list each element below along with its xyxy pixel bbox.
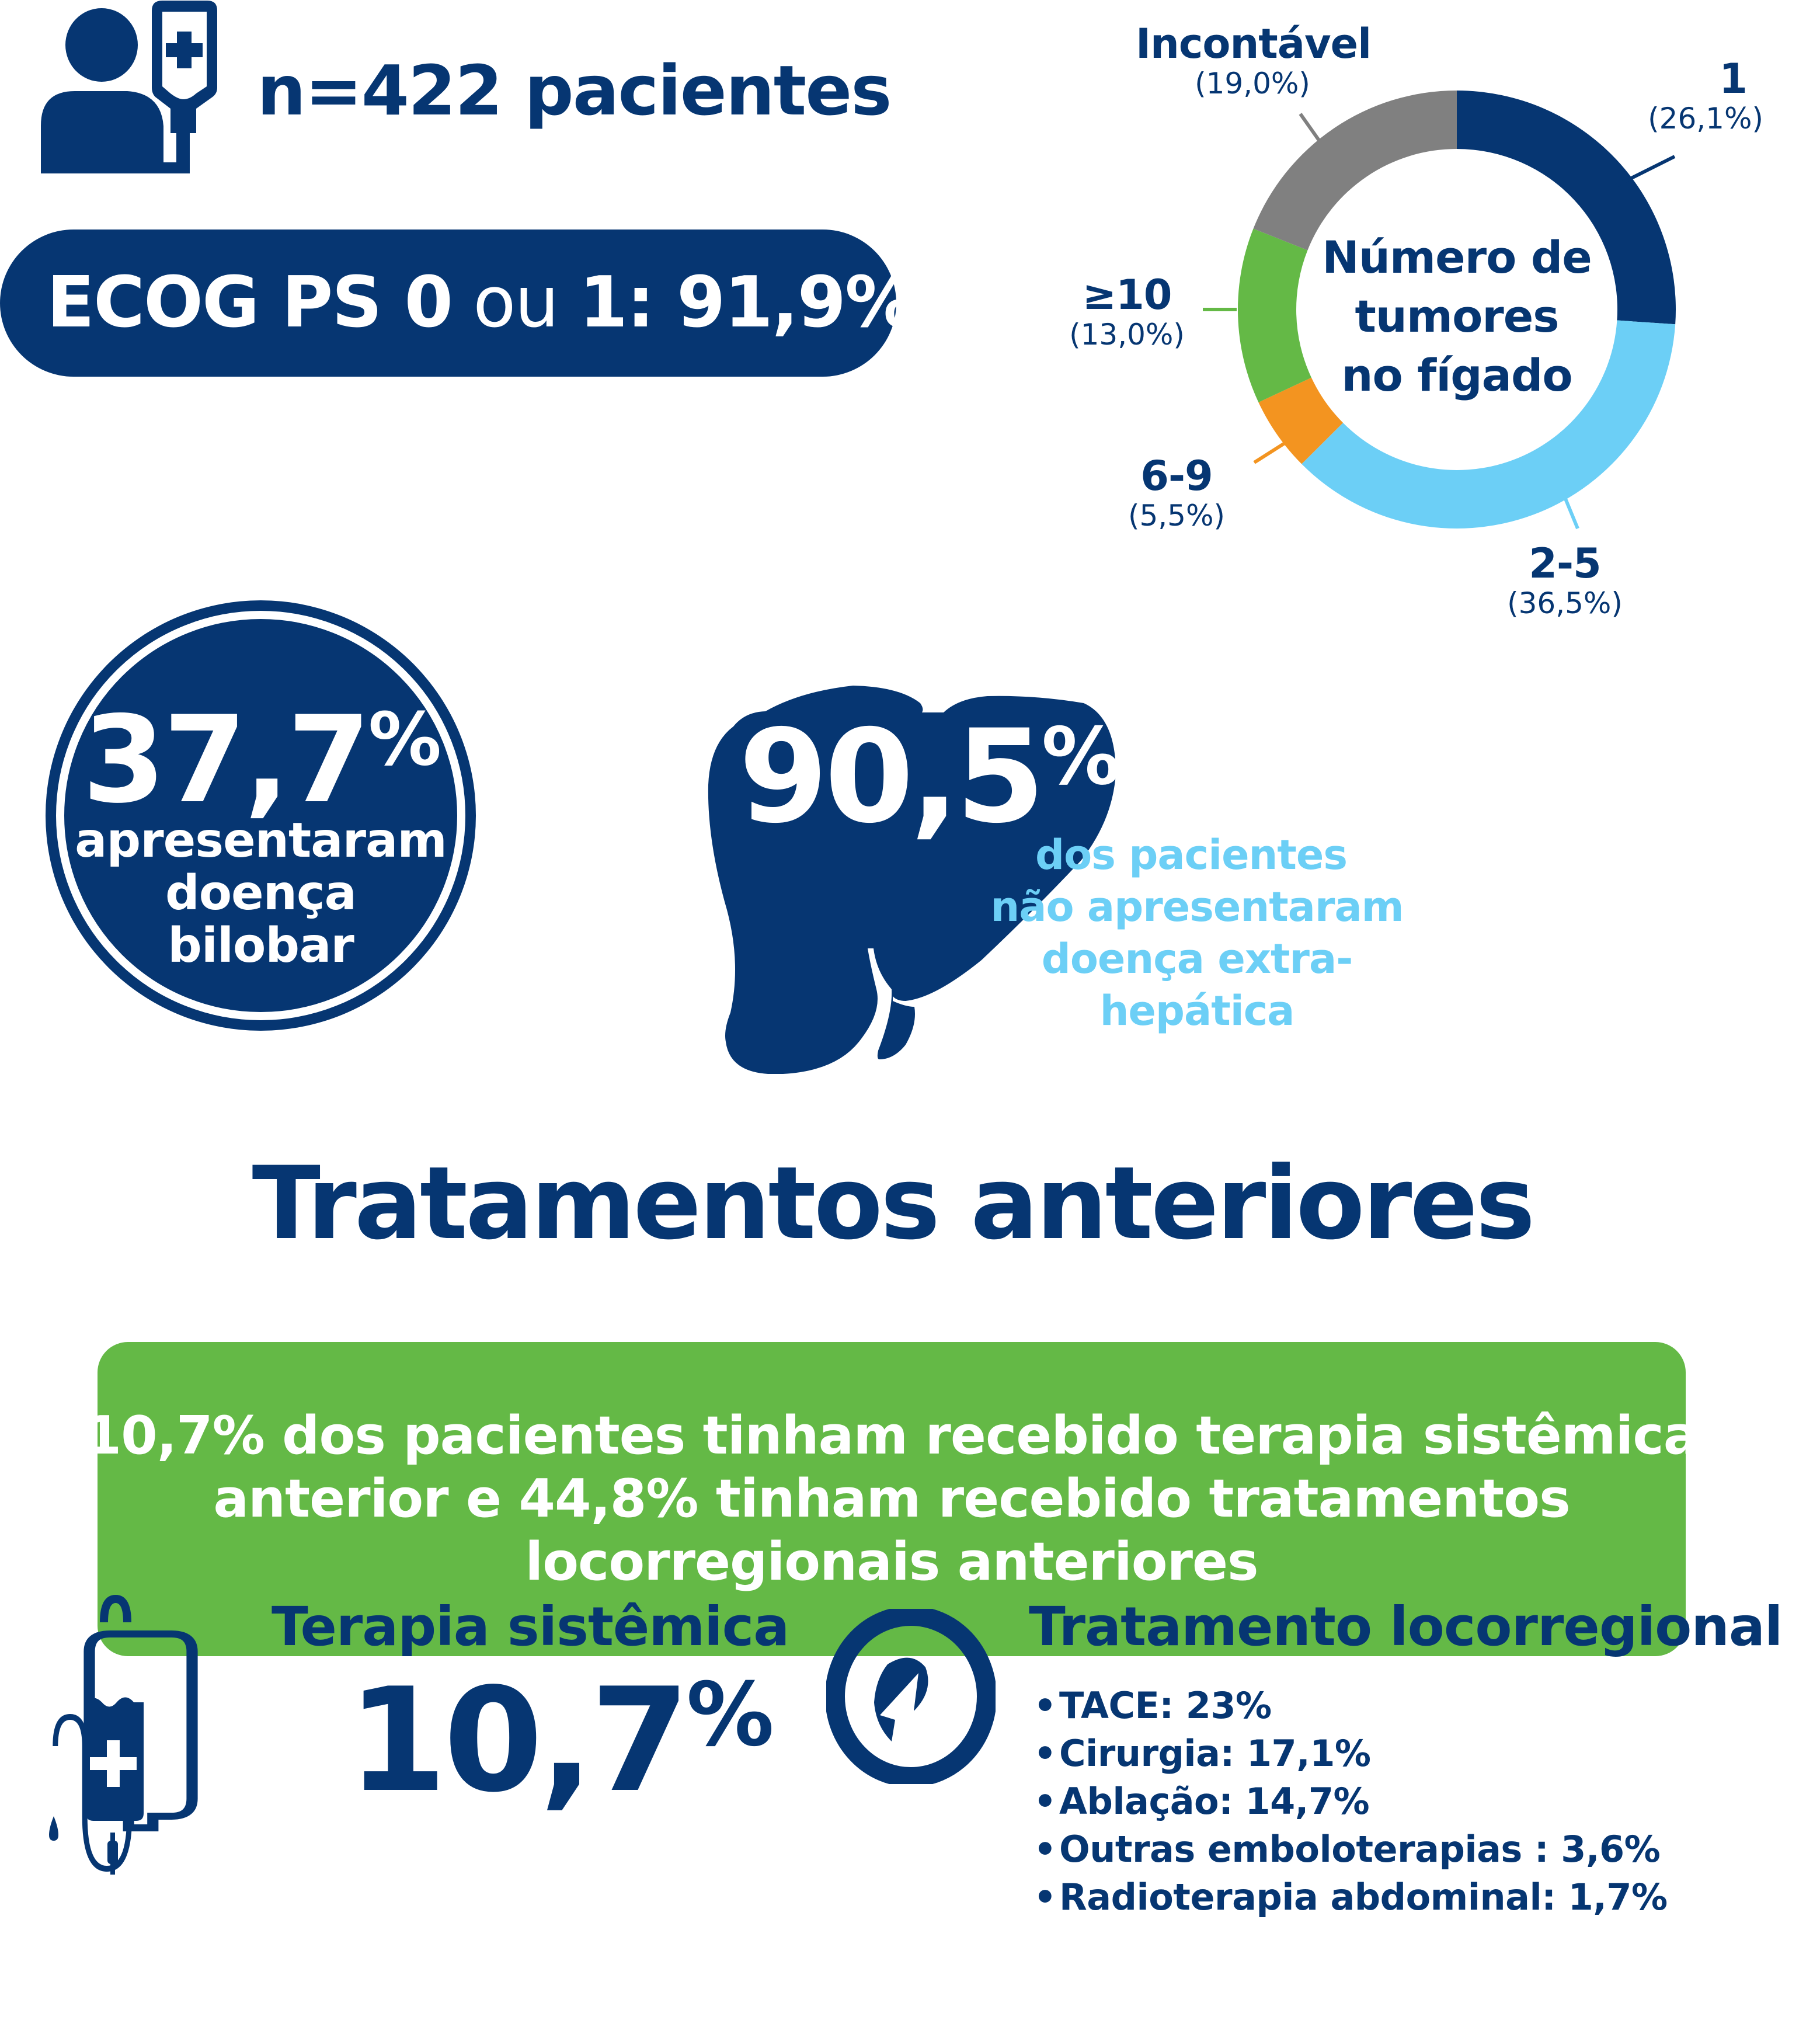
list-item: •Outras emboloterapias : 3,6% (1033, 1826, 1668, 1873)
donut-label-category: ≥10 (1082, 271, 1172, 319)
patient-with-iv-icon (41, 1, 217, 173)
donut-center-title: Número de tumores no fígado (1311, 228, 1603, 405)
systemic-therapy-percentage: 10,7% (347, 1669, 774, 1812)
donut-label-percent: (19,0%) (1195, 67, 1310, 100)
donut-center-line: Número de (1322, 231, 1592, 283)
bilobar-description: apresentaram doença bilobar (46, 813, 476, 974)
extrahepatic-value: 90,5 (739, 702, 1045, 851)
donut-label-ge10: ≥10 (13,0%) (1060, 274, 1194, 349)
list-item: •Ablação: 14,7% (1033, 1778, 1668, 1826)
leader-line-1 (1612, 155, 1676, 189)
list-item: •TACE: 23% (1033, 1682, 1668, 1730)
extrahepatic-percentage: 90,5% (739, 711, 1120, 841)
bilobar-desc-line: bilobar (168, 918, 354, 974)
leader-line-incontavel (1299, 113, 1323, 145)
locoregional-title: Tratamento locorregional (1029, 1595, 1783, 1658)
summary-line: locorregionais anteriores (525, 1531, 1258, 1593)
systemic-therapy-title: Terapia sistêmica (272, 1595, 789, 1658)
patient-count: n=422 pacientes (257, 50, 892, 131)
locoregional-list: •TACE: 23% •Cirurgia: 17,1% •Ablação: 14… (1033, 1682, 1668, 1921)
donut-label-percent: (26,1%) (1648, 102, 1763, 135)
donut-segment-1 (1457, 91, 1676, 325)
ecog-value: 1: 91,9% (579, 262, 916, 343)
liver-icon (708, 686, 1116, 1074)
extrahepatic-description: dos pacientes não apresentaram doença ex… (958, 829, 1436, 1037)
donut-center-line: tumores (1355, 290, 1559, 343)
systemic-unit: % (686, 1664, 774, 1766)
ecog-connector: ou (451, 262, 579, 343)
donut-segment-Incontável (1253, 91, 1457, 251)
list-item-text: TACE: 23% (1059, 1684, 1272, 1727)
tumor-count-donut-chart (1203, 91, 1676, 530)
bilobar-percentage: 37,7% (46, 701, 476, 820)
ecog-prefix: ECOG PS 0 (47, 262, 453, 343)
bilobar-desc-line: doença (165, 865, 357, 922)
list-item-text: Cirurgia: 17,1% (1059, 1732, 1371, 1775)
donut-label-6-9: 6-9 (5,5%) (1109, 456, 1244, 530)
donut-center-line: no fígado (1341, 349, 1572, 402)
iv-bag-icon (49, 1594, 198, 1875)
ecog-badge: ECOG PS 0 ou 1: 91,9% (0, 230, 915, 377)
summary-line: 10,7% dos pacientes tinham recebido tera… (85, 1405, 1699, 1466)
leader-line-6-9 (1253, 441, 1286, 464)
bullet: • (1033, 1732, 1057, 1775)
donut-label-category: 1 (1719, 55, 1748, 103)
extrahepatic-unit: % (1041, 711, 1120, 802)
leader-line-2-5 (1564, 498, 1579, 530)
donut-label-1: 1 (26,1%) (1629, 58, 1763, 133)
list-item-text: Ablação: 14,7% (1059, 1780, 1370, 1823)
list-item-text: Radioterapia abdominal: 1,7% (1059, 1876, 1668, 1918)
extrahepatic-desc-line: não apresentaram (990, 882, 1404, 931)
donut-label-percent: (36,5%) (1507, 586, 1623, 620)
donut-segment-≥10 (1237, 228, 1311, 402)
donut-label-category: 6-9 (1140, 452, 1213, 500)
summary-line: anterior e 44,8% tinham recebido tratame… (213, 1468, 1570, 1529)
bullet: • (1033, 1780, 1057, 1823)
extrahepatic-desc-line: doença extra-hepática (1041, 934, 1353, 1035)
donut-label-incontavel: Incontável (19,0%) (1136, 20, 1372, 100)
extrahepatic-desc-line: dos pacientes (1035, 831, 1348, 879)
donut-label-2-5: 2-5 (36,5%) (1483, 543, 1647, 618)
donut-segment-2-5 (1302, 320, 1676, 529)
bullet: • (1033, 1684, 1057, 1727)
bilobar-unit: % (368, 697, 441, 782)
donut-segment-6-9 (1258, 377, 1344, 464)
donut-label-percent: (5,5%) (1128, 499, 1226, 533)
donut-label-category: Incontável (1136, 20, 1372, 68)
section-title: Tratamentos anteriores (252, 1145, 1536, 1262)
list-item: •Radioterapia abdominal: 1,7% (1033, 1873, 1668, 1921)
systemic-value: 10,7 (347, 1657, 690, 1824)
bilobar-value: 37,7 (82, 691, 371, 830)
bilobar-desc-line: apresentaram (75, 813, 447, 868)
prior-treatment-summary: 10,7% dos pacientes tinham recebido tera… (85, 1342, 1699, 1656)
target-arrow-icon (826, 1609, 996, 1784)
donut-label-category: 2-5 (1529, 540, 1601, 587)
list-item-text: Outras emboloterapias : 3,6% (1059, 1828, 1661, 1870)
list-item: •Cirurgia: 17,1% (1033, 1730, 1668, 1778)
bullet: • (1033, 1828, 1057, 1870)
bullet: • (1033, 1876, 1057, 1918)
donut-label-percent: (13,0%) (1069, 318, 1185, 352)
